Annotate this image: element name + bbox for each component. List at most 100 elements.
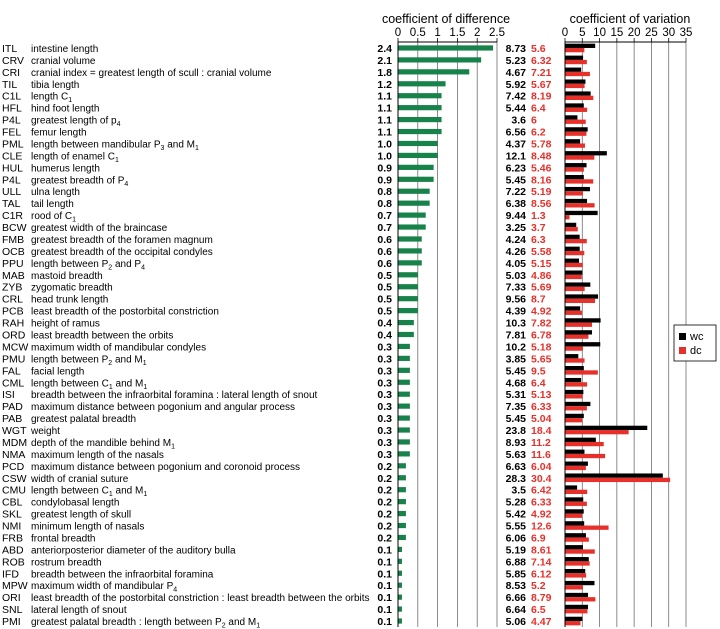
wc-bar — [565, 461, 588, 466]
wc-value-label: 6.88 — [506, 556, 527, 568]
row-label: greatest breadth of the foramen magnum — [31, 235, 213, 246]
cd-bar — [398, 570, 402, 576]
row-abbr: PMI — [2, 616, 21, 628]
dc-bar — [565, 179, 594, 184]
dc-bar — [565, 406, 587, 411]
dc-bar — [565, 501, 587, 506]
row-label-subscript: 1 — [195, 145, 199, 152]
cv-tick-label: 15 — [610, 27, 623, 39]
row-label: length of enamel C1 — [31, 151, 119, 164]
wc-bar — [565, 258, 580, 263]
row-label: length between P2 and M1 — [31, 354, 147, 367]
cd-bar — [398, 451, 410, 457]
wc-value-label: 23.8 — [506, 425, 527, 437]
dc-bar — [565, 47, 585, 53]
wc-bar — [565, 246, 580, 251]
cv-tick-label: 35 — [680, 27, 693, 39]
wc-value-label: 5.45 — [506, 413, 527, 425]
row-abbr: OCB — [2, 246, 25, 258]
dc-bar — [565, 477, 671, 483]
cd-bar — [398, 534, 406, 541]
dc-bar — [565, 489, 588, 495]
row-label-text: greatest palatal breadth : length betwee… — [31, 617, 222, 628]
row-label-text: facial length — [31, 366, 84, 377]
dc-value-label: 6.4 — [531, 377, 546, 389]
wc-value-label: 5.45 — [506, 365, 527, 377]
wc-bar — [565, 592, 589, 598]
row-label-text: length between mandibular P — [31, 139, 161, 150]
row-label: hind foot length — [31, 104, 99, 115]
row-label: maximum width of mandibular condyles — [31, 342, 206, 353]
row-label-text: anteriorposterior diameter of the audito… — [31, 545, 236, 556]
wc-value-label: 7.81 — [506, 330, 527, 342]
row-label-subscript: 1 — [143, 384, 147, 391]
row-label-text: depth of the mandible behind M — [31, 438, 171, 449]
cd-bar — [398, 606, 402, 612]
row-abbr: CRI — [2, 67, 20, 79]
dc-bar — [565, 597, 596, 602]
dc-value-label: 5.58 — [531, 246, 552, 258]
row-label: zygomatic breadth — [31, 283, 113, 294]
cd-chart-title: coefficient of difference — [382, 12, 510, 26]
cd-bar — [398, 152, 438, 159]
wc-value-label: 7.42 — [506, 91, 527, 103]
cd-bar — [398, 487, 406, 493]
wc-bar — [565, 604, 588, 610]
dc-value-label: 6.9 — [531, 532, 546, 544]
cd-tick-label: 0.5 — [410, 27, 426, 39]
wc-value-label: 6.23 — [506, 162, 527, 174]
wc-value-label: 7.33 — [506, 282, 527, 294]
row-abbr: FMB — [2, 234, 24, 246]
row-label: humerus length — [31, 163, 100, 174]
row-label: least breadth between the orbits — [31, 331, 173, 342]
wc-bar — [565, 473, 663, 478]
wc-value-label: 7.22 — [506, 186, 527, 198]
row-abbr: CML — [2, 377, 24, 389]
wc-bar — [565, 43, 596, 48]
cd-value-label: 0.7 — [377, 210, 392, 222]
row-label-text: and P — [112, 259, 141, 270]
cd-value-label: 0.5 — [377, 306, 392, 318]
row-label: greatest palatal breadth : length betwee… — [31, 617, 260, 629]
wc-value-label: 4.67 — [506, 67, 527, 79]
dc-bar — [565, 71, 590, 77]
cv-tick-label: 0 — [562, 27, 568, 39]
dc-value-label: 5.13 — [531, 389, 552, 401]
row-label-text: minimum length of nasals — [31, 522, 144, 533]
dc-value-label: 5.6 — [531, 43, 546, 55]
row-label: length between mandibular P3 and M1 — [31, 139, 199, 152]
wc-bar — [565, 234, 580, 239]
cd-bar — [398, 140, 438, 147]
wc-value-label: 4.24 — [506, 234, 527, 246]
row-abbr: PML — [2, 138, 24, 150]
row-label: frontal breadth — [31, 533, 96, 544]
row-label-text: mastoid breadth — [31, 271, 103, 282]
wc-value-label: 6.63 — [506, 461, 527, 473]
wc-value-label: 5.55 — [506, 521, 527, 533]
row-label: tibia length — [31, 80, 79, 91]
dc-bar — [565, 513, 583, 518]
row-abbr: PAD — [2, 401, 23, 413]
row-abbr: ISI — [2, 389, 15, 401]
dc-bar — [565, 418, 583, 423]
wc-bar — [565, 330, 593, 335]
row-abbr: FRB — [2, 532, 23, 544]
cv-tick-label: 5 — [579, 27, 585, 39]
row-label-subscript: 1 — [143, 360, 147, 367]
row-label-text: height of ramus — [31, 319, 100, 330]
row-label: least breadth of the postorbital constri… — [31, 307, 219, 318]
cd-value-label: 0.2 — [377, 532, 392, 544]
dc-bar — [565, 585, 583, 590]
row-label-text: length between C — [31, 486, 109, 497]
dc-value-label: 6.78 — [531, 330, 552, 342]
row-label-text: greatest breadth of the occipital condyl… — [31, 247, 213, 258]
wc-value-label: 4.68 — [506, 377, 527, 389]
cd-value-label: 0.2 — [377, 521, 392, 533]
dc-value-label: 6 — [531, 115, 537, 127]
dc-bar — [565, 358, 585, 363]
cd-bar — [398, 427, 410, 433]
dc-bar — [565, 322, 593, 327]
dc-bar — [565, 537, 589, 542]
wc-bar — [565, 616, 583, 622]
